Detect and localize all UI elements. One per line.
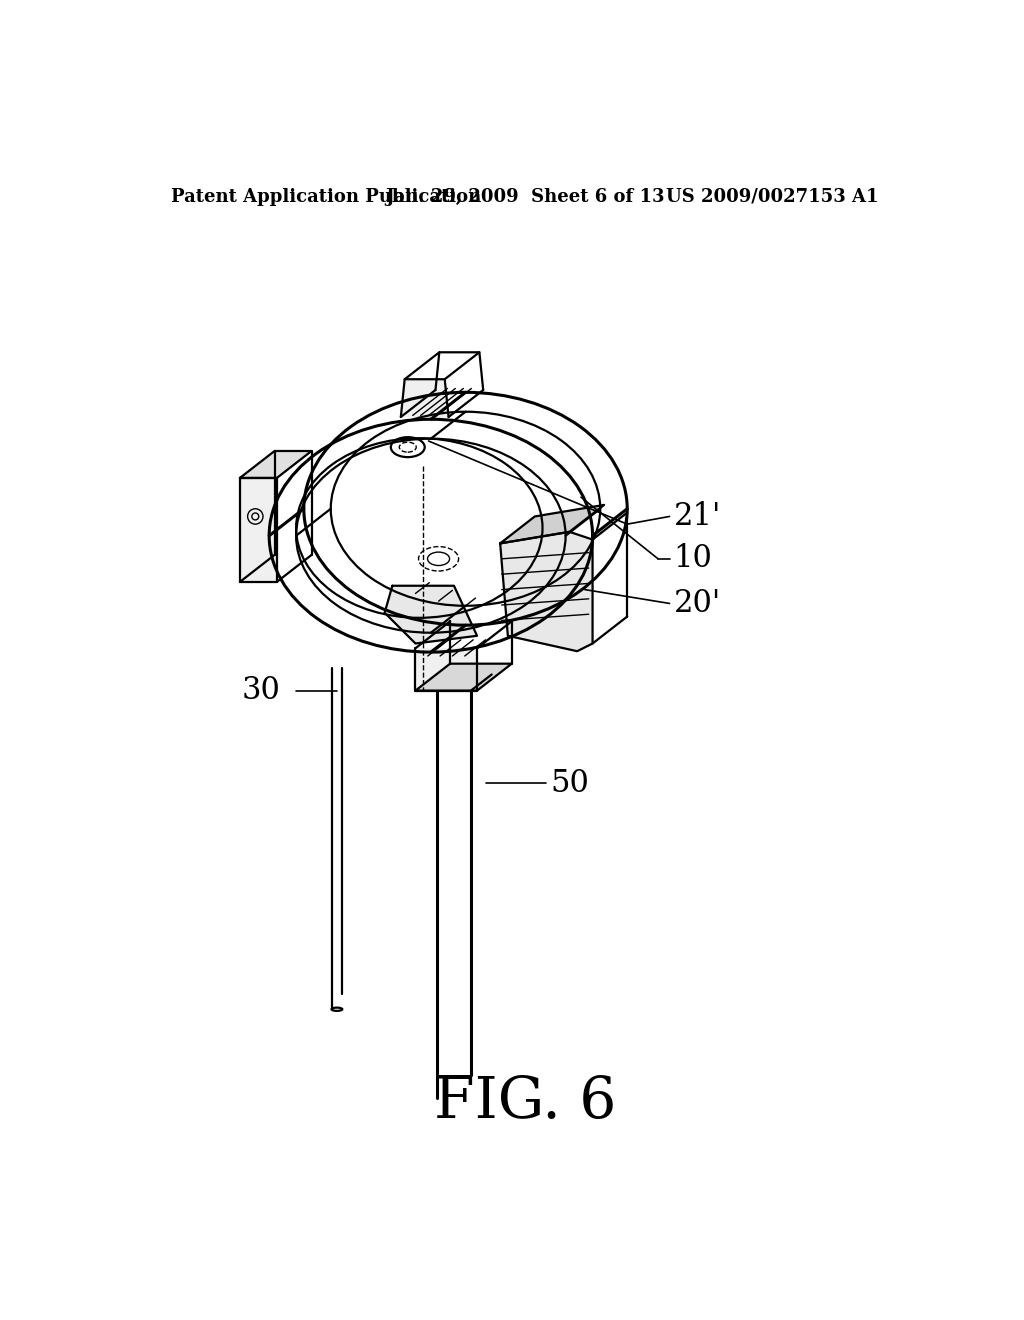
Polygon shape: [385, 586, 477, 644]
Polygon shape: [500, 506, 604, 544]
Text: 10: 10: [674, 544, 713, 574]
Text: 20': 20': [674, 587, 721, 619]
Polygon shape: [416, 648, 477, 690]
Polygon shape: [240, 451, 311, 478]
Text: US 2009/0027153 A1: US 2009/0027153 A1: [667, 187, 879, 206]
Polygon shape: [416, 664, 512, 690]
Polygon shape: [240, 478, 276, 582]
Text: Patent Application Publication: Patent Application Publication: [171, 187, 481, 206]
Text: 50: 50: [550, 767, 589, 799]
Polygon shape: [400, 379, 449, 417]
Polygon shape: [500, 532, 593, 651]
Text: FIG. 6: FIG. 6: [433, 1073, 616, 1130]
Text: 30: 30: [242, 675, 281, 706]
Text: Jan. 29, 2009  Sheet 6 of 13: Jan. 29, 2009 Sheet 6 of 13: [385, 187, 665, 206]
Text: 21': 21': [674, 502, 721, 532]
